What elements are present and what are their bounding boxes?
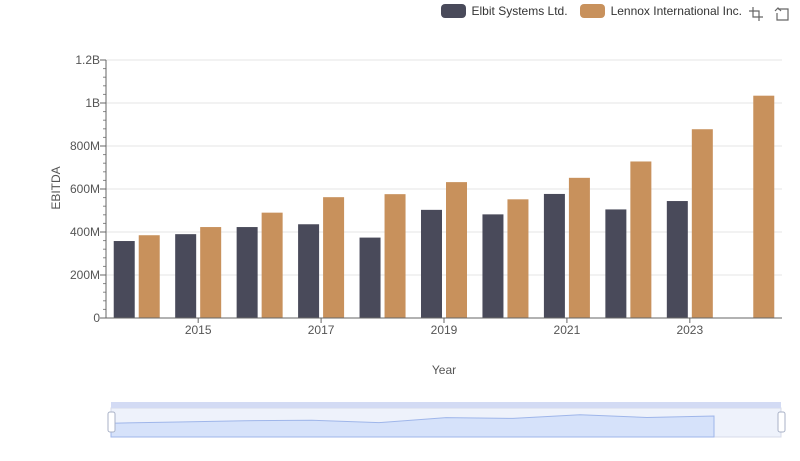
y-tick-label: 600M — [70, 182, 100, 196]
x-tick-label: 2015 — [185, 323, 212, 337]
bar-elbit-2018[interactable] — [359, 237, 381, 318]
y-tick-label: 0 — [93, 311, 100, 325]
legend-item-lennox[interactable]: Lennox International Inc. — [579, 4, 742, 18]
bar-elbit-2023[interactable] — [666, 201, 688, 318]
bars — [113, 95, 775, 318]
bar-elbit-2022[interactable] — [605, 209, 627, 318]
bar-elbit-2020[interactable] — [482, 214, 504, 318]
bar-elbit-2015[interactable] — [175, 234, 197, 318]
restore-icon[interactable] — [774, 6, 790, 22]
x-axis: 2015 2017 2019 2021 2023 — [106, 317, 782, 337]
legend-swatch-lennox — [579, 4, 605, 18]
chart-toolbox — [748, 6, 790, 22]
legend-label-lennox: Lennox International Inc. — [610, 4, 742, 18]
legend-label-elbit: Elbit Systems Ltd. — [471, 4, 568, 18]
zoom-handle-right[interactable] — [777, 411, 786, 433]
bar-lennox-2015[interactable] — [200, 227, 222, 318]
y-tick-label: 1B — [85, 96, 100, 110]
bar-elbit-2021[interactable] — [543, 193, 565, 318]
bar-lennox-2024[interactable] — [753, 95, 775, 318]
y-tick-label: 800M — [70, 139, 100, 153]
x-tick-label: 2017 — [308, 323, 335, 337]
bar-lennox-2018[interactable] — [384, 194, 406, 318]
x-tick-label: 2021 — [554, 323, 581, 337]
bar-lennox-2014[interactable] — [138, 235, 160, 318]
y-tick-label: 200M — [70, 268, 100, 282]
bar-lennox-2019[interactable] — [446, 182, 467, 318]
zoom-handle-left[interactable] — [107, 411, 116, 433]
bar-elbit-2014[interactable] — [113, 241, 135, 318]
data-zoom-slider[interactable] — [107, 402, 786, 438]
bar-lennox-2017[interactable] — [323, 197, 345, 318]
y-tick-label: 1.2B — [75, 53, 100, 67]
legend-item-elbit[interactable]: Elbit Systems Ltd. — [440, 4, 568, 18]
x-tick-label: 2023 — [676, 323, 703, 337]
bar-elbit-2016[interactable] — [236, 227, 258, 318]
bar-lennox-2016[interactable] — [261, 212, 283, 318]
bar-elbit-2019[interactable] — [421, 209, 442, 318]
zoom-slider-top-bar[interactable] — [111, 402, 781, 408]
bar-lennox-2021[interactable] — [568, 177, 590, 318]
y-axis-title: EBITDA — [49, 166, 63, 209]
zoom-preview-area — [110, 414, 715, 438]
legend-swatch-elbit — [440, 4, 466, 18]
legend: Elbit Systems Ltd. Lennox International … — [440, 4, 742, 18]
x-axis-title: Year — [432, 363, 456, 377]
y-axis: 0 200M 400M 600M 800M 1B 1.2B — [70, 53, 107, 325]
zoom-icon[interactable] — [748, 6, 764, 22]
bar-lennox-2023[interactable] — [691, 129, 713, 318]
y-tick-label: 400M — [70, 225, 100, 239]
x-tick-label: 2019 — [431, 323, 458, 337]
bar-lennox-2022[interactable] — [630, 161, 652, 318]
bar-lennox-2020[interactable] — [507, 199, 529, 318]
bar-elbit-2017[interactable] — [298, 224, 320, 318]
